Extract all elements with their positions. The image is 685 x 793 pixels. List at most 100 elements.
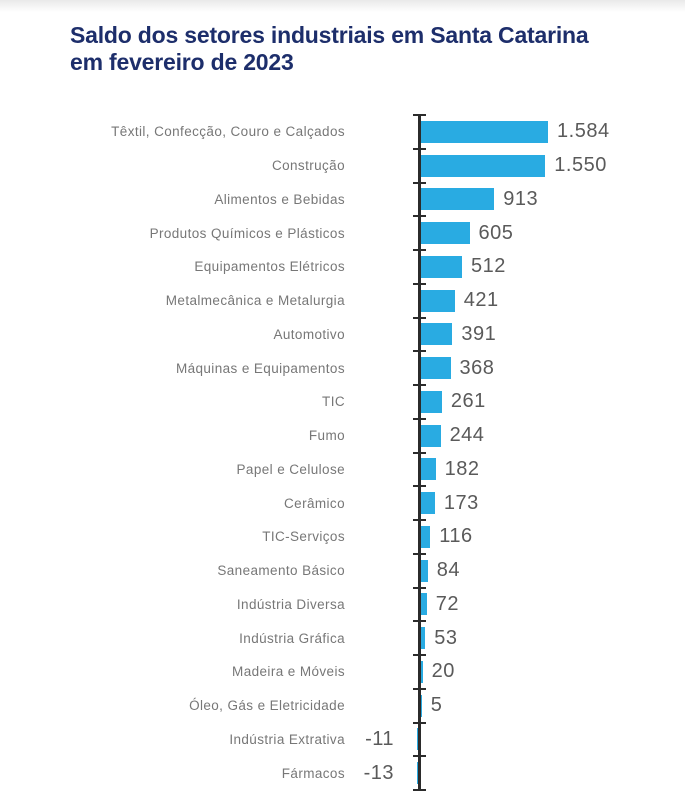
bar: [421, 289, 455, 312]
bar: [421, 120, 549, 143]
axis-tick: [413, 384, 426, 386]
bar-row: Têxtil, Confecção, Couro e Calçados 1.584: [0, 115, 685, 149]
bar-row: Automotivo 391: [0, 318, 685, 352]
axis-tick: [413, 147, 426, 150]
value-label: 1.584: [557, 120, 610, 143]
bar: [421, 694, 422, 717]
category-label: Produtos Químicos e Plásticos: [149, 225, 345, 241]
bar: [421, 154, 546, 177]
value-label: 1.550: [554, 154, 607, 177]
axis-tick: [413, 687, 426, 690]
value-label: 605: [478, 221, 514, 244]
axis-tick: [413, 451, 426, 454]
axis-tick: [413, 249, 426, 251]
bar-row: Construção 1.550: [0, 149, 685, 183]
bar: [421, 424, 441, 447]
bar: [421, 660, 423, 683]
category-label: TIC-Serviços: [262, 529, 345, 545]
value-label: 53: [434, 626, 458, 649]
bar: [421, 222, 470, 245]
bar: [416, 762, 418, 785]
category-label: Indústria Diversa: [236, 596, 345, 612]
bar-row: Óleo, Gás e Eletricidade 5: [0, 689, 685, 723]
axis-tick: [413, 282, 426, 285]
axis-tick: [413, 350, 426, 353]
category-label: Indústria Extrativa: [229, 731, 345, 747]
category-label: Fumo: [308, 428, 345, 444]
bar: [417, 728, 418, 751]
axis-tick: [413, 620, 426, 623]
bar: [421, 390, 442, 413]
axis-tick: [413, 417, 426, 420]
value-label: 261: [450, 390, 486, 413]
value-label: -11: [365, 727, 394, 750]
axis-tick: [413, 316, 426, 319]
bar-row: Madeira e Móveis 20: [0, 655, 685, 689]
bar-row: Equipamentos Elétricos 512: [0, 250, 685, 284]
value-label: 244: [449, 424, 485, 447]
axis-tick: [413, 755, 426, 758]
bar: [421, 593, 427, 616]
bar-row: TIC 261: [0, 385, 685, 419]
chart-title: Saldo dos setores industriais em Santa C…: [70, 22, 589, 75]
axis-tick: [413, 654, 426, 656]
axis-tick: [413, 519, 426, 521]
bar: [421, 458, 436, 481]
value-label: 5: [430, 694, 443, 717]
bar: [421, 323, 453, 346]
bar-row: Cerâmico 173: [0, 486, 685, 520]
bar-row: Indústria Diversa 72: [0, 588, 685, 622]
bar-row: Indústria Extrativa -11: [0, 723, 685, 757]
bar-row: Produtos Químicos e Plásticos 605: [0, 216, 685, 250]
bar-row: Alimentos e Bebidas 913: [0, 183, 685, 217]
axis-tick: [413, 181, 426, 184]
bar: [421, 188, 495, 211]
bar: [421, 627, 426, 650]
value-label: 913: [503, 187, 539, 210]
horizontal-bar-chart: Têxtil, Confecção, Couro e Calçados 1.584…: [0, 114, 685, 793]
value-label: 84: [436, 559, 460, 582]
bar: [421, 525, 431, 548]
category-label: Automotivo: [273, 326, 345, 342]
bar-row: Fármacos -13: [0, 756, 685, 790]
category-label: Construção: [271, 158, 345, 174]
category-label: TIC: [322, 394, 345, 410]
value-label: 512: [471, 255, 506, 278]
bar-row: Fumo 244: [0, 419, 685, 453]
value-label: -13: [363, 761, 394, 784]
bar: [421, 357, 451, 380]
axis-tick: [413, 721, 426, 724]
category-label: Máquinas e Equipamentos: [175, 360, 345, 376]
category-label: Madeira e Móveis: [232, 664, 345, 680]
axis-tick: [413, 215, 426, 218]
bar-row: Indústria Gráfica 53: [0, 621, 685, 655]
value-label: 368: [459, 356, 495, 379]
axis-tick: [413, 485, 426, 488]
value-label: 72: [435, 592, 460, 615]
value-label: 173: [443, 491, 479, 514]
top-edge-shade: [0, 0, 685, 14]
bar-row: TIC-Serviços 116: [0, 520, 685, 554]
axis-tick: [413, 586, 426, 589]
category-label: Alimentos e Bebidas: [214, 191, 345, 207]
category-label: Indústria Gráfica: [239, 630, 345, 646]
value-label: 116: [439, 525, 473, 548]
axis-tick: [413, 789, 426, 791]
value-label: 182: [444, 457, 480, 480]
category-label: Têxtil, Confecção, Couro e Calçados: [111, 124, 345, 140]
category-label: Cerâmico: [284, 495, 345, 511]
value-label: 421: [463, 289, 499, 312]
category-label: Fármacos: [281, 765, 345, 781]
category-label: Metalmecânica e Metalurgia: [165, 293, 345, 309]
bar-row: Metalmecânica e Metalurgia 421: [0, 284, 685, 318]
bar: [421, 492, 435, 515]
value-label: 20: [431, 660, 455, 683]
category-label: Papel e Celulose: [236, 461, 345, 477]
bar: [421, 255, 463, 278]
bar-row: Saneamento Básico 84: [0, 554, 685, 588]
value-label: 391: [461, 322, 497, 345]
bar: [421, 559, 428, 582]
axis-tick: [413, 552, 426, 555]
bar-row: Máquinas e Equipamentos 368: [0, 351, 685, 385]
